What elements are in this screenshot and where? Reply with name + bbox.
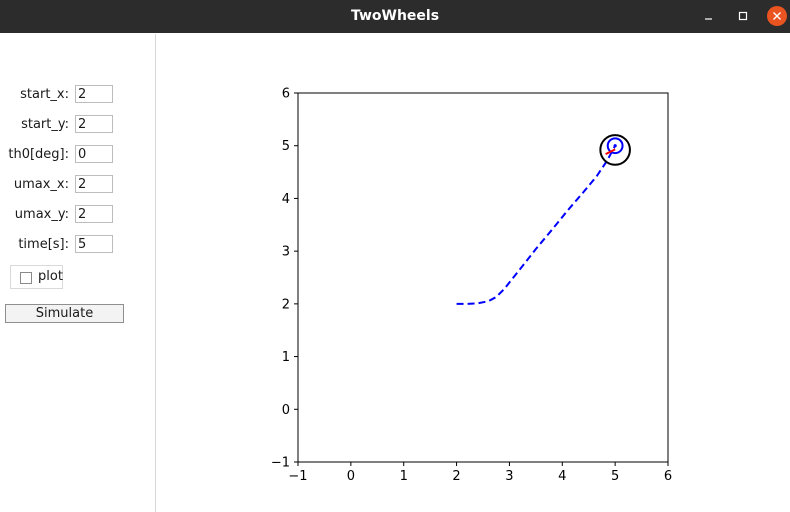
theta0-row: th0[deg]: — [0, 145, 155, 165]
chart-ticks: −1 0 1 2 3 4 5 6 −1 0 1 2 3 4 5 6 — [271, 87, 672, 485]
plot-checkbox[interactable] — [20, 272, 32, 284]
umax-x-label: umax_x: — [14, 175, 69, 195]
plot-checkbox-label: plot — [38, 266, 63, 288]
plot-frame — [298, 93, 668, 462]
umax-y-input[interactable] — [75, 205, 113, 223]
maximize-icon — [733, 6, 753, 26]
y-tick-label: 1 — [282, 350, 290, 365]
umax-y-label: umax_y: — [15, 205, 69, 225]
trajectory-line — [457, 146, 616, 304]
theta0-label: th0[deg]: — [8, 145, 69, 165]
theta0-input[interactable] — [75, 145, 113, 163]
maximize-button[interactable] — [733, 6, 753, 26]
y-tick-label: 2 — [282, 297, 290, 312]
x-tick-label: 2 — [452, 469, 460, 484]
close-button[interactable] — [767, 6, 787, 26]
start-x-label: start_x: — [20, 85, 69, 105]
x-tick-label: 4 — [558, 469, 566, 484]
time-row: time[s]: — [0, 235, 155, 255]
umax-x-row: umax_x: — [0, 175, 155, 195]
start-x-row: start_x: — [0, 85, 155, 105]
x-tick-label: 3 — [505, 469, 513, 484]
robot-center-dot — [614, 144, 617, 147]
time-label: time[s]: — [18, 235, 69, 255]
title-bar: TwoWheels — [0, 0, 790, 33]
minimize-button[interactable] — [699, 6, 719, 26]
x-tick-label: 0 — [347, 469, 355, 484]
x-tick-label: −1 — [288, 469, 307, 484]
chart-axes — [298, 93, 668, 462]
start-y-row: start_y: — [0, 115, 155, 135]
close-icon — [767, 6, 787, 26]
y-tick-label: 3 — [282, 245, 290, 260]
start-y-label: start_y: — [21, 115, 69, 135]
y-tick-label: −1 — [271, 456, 290, 471]
x-tick-label: 6 — [664, 469, 672, 484]
minimize-icon — [699, 6, 719, 26]
y-tick-label: 6 — [282, 87, 290, 102]
window-title: TwoWheels — [0, 0, 790, 33]
trajectory-chart: −1 0 1 2 3 4 5 6 −1 0 1 2 3 4 5 6 — [156, 34, 790, 512]
plot-checkbox-group[interactable]: plot — [10, 265, 63, 289]
chart-data-layer — [457, 135, 630, 304]
time-input[interactable] — [75, 235, 113, 253]
x-tick-label: 5 — [611, 469, 619, 484]
start-y-input[interactable] — [75, 115, 113, 133]
y-tick-label: 5 — [282, 139, 290, 154]
y-tick-label: 0 — [282, 403, 290, 418]
control-panel: start_x: start_y: th0[deg]: umax_x: umax… — [0, 34, 156, 512]
umax-y-row: umax_y: — [0, 205, 155, 225]
simulate-button[interactable]: Simulate — [5, 304, 124, 323]
y-tick-label: 4 — [282, 192, 290, 207]
x-tick-label: 1 — [400, 469, 408, 484]
umax-x-input[interactable] — [75, 175, 113, 193]
start-x-input[interactable] — [75, 85, 113, 103]
